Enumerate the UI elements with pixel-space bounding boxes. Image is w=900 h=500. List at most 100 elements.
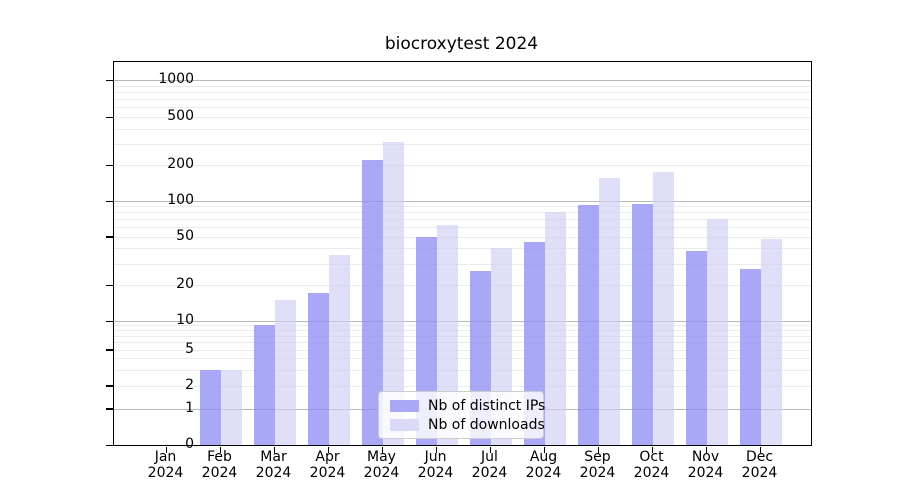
y-tick-label: 10 bbox=[176, 312, 194, 328]
y-tick-mark bbox=[106, 444, 113, 446]
x-tick-label-nov: Nov 2024 bbox=[676, 449, 736, 481]
minor-gridline bbox=[114, 206, 811, 208]
x-tick-year: 2024 bbox=[201, 465, 238, 481]
bar-distinct-ips-nov bbox=[685, 251, 707, 445]
x-tick-month: Aug bbox=[529, 449, 558, 465]
y-tick-mark bbox=[106, 408, 113, 410]
y-tick-label: 50 bbox=[176, 227, 194, 244]
x-tick-mark bbox=[435, 447, 438, 453]
legend-label-distinct-ips: Nb of distinct IPs bbox=[428, 397, 546, 414]
x-tick-month: May bbox=[367, 449, 396, 465]
minor-gridline bbox=[114, 91, 811, 93]
legend-swatch-downloads-icon bbox=[390, 418, 419, 431]
bar-downloads-apr bbox=[328, 255, 350, 445]
minor-gridline bbox=[114, 212, 811, 214]
minor-gridline bbox=[114, 285, 811, 286]
y-tick-label: 5 bbox=[185, 340, 194, 357]
x-tick-month: Mar bbox=[260, 449, 287, 465]
bar-downloads-sep bbox=[598, 178, 620, 445]
x-tick-year: 2024 bbox=[255, 465, 292, 481]
major-gridline bbox=[114, 321, 811, 322]
x-tick-mark bbox=[597, 447, 600, 453]
x-tick-mark bbox=[543, 447, 546, 453]
legend: Nb of distinct IPs Nb of downloads bbox=[378, 391, 545, 439]
y-tick-mark bbox=[106, 116, 113, 118]
plot-area bbox=[106, 61, 812, 453]
x-tick-month: Feb bbox=[207, 449, 232, 465]
x-tick-year: 2024 bbox=[417, 465, 454, 481]
x-tick-year: 2024 bbox=[525, 465, 562, 481]
minor-gridline bbox=[114, 99, 811, 101]
minor-gridline bbox=[114, 330, 811, 332]
legend-label-downloads: Nb of downloads bbox=[428, 416, 545, 433]
y-tick-mark bbox=[106, 385, 113, 387]
bar-downloads-feb bbox=[220, 369, 242, 445]
bar-downloads-mar bbox=[274, 299, 296, 445]
minor-gridline bbox=[114, 85, 811, 87]
x-tick-mark bbox=[651, 447, 654, 453]
x-tick-mark bbox=[705, 447, 708, 453]
legend-item-downloads: Nb of downloads bbox=[390, 417, 545, 433]
x-tick-month: Nov bbox=[691, 449, 720, 465]
minor-gridline bbox=[114, 385, 811, 387]
bar-downloads-nov bbox=[706, 219, 728, 445]
x-tick-mark bbox=[219, 447, 222, 453]
x-tick-label-jul: Jul 2024 bbox=[460, 449, 520, 481]
x-tick-label-aug: Aug 2024 bbox=[514, 449, 574, 481]
bar-distinct-ips-dec bbox=[739, 269, 761, 445]
x-tick-label-apr: Apr 2024 bbox=[298, 449, 358, 481]
bar-downloads-aug bbox=[544, 212, 566, 445]
x-tick-label-dec: Dec 2024 bbox=[730, 449, 790, 481]
minor-gridline bbox=[114, 248, 811, 250]
minor-gridline bbox=[114, 165, 811, 166]
minor-gridline bbox=[114, 227, 811, 229]
y-tick-mark bbox=[106, 349, 113, 351]
minor-gridline bbox=[114, 236, 811, 238]
y-tick-label: 500 bbox=[167, 108, 194, 124]
bar-distinct-ips-feb bbox=[199, 369, 221, 445]
y-tick-mark bbox=[106, 79, 113, 81]
x-tick-label-feb: Feb 2024 bbox=[190, 449, 250, 481]
x-tick-year: 2024 bbox=[579, 465, 616, 481]
y-tick-mark bbox=[106, 320, 113, 322]
x-tick-year: 2024 bbox=[471, 465, 508, 481]
x-tick-mark bbox=[759, 447, 762, 453]
minor-gridline bbox=[114, 358, 811, 360]
bar-distinct-ips-may bbox=[361, 160, 383, 445]
x-tick-month: Oct bbox=[639, 449, 664, 465]
legend-swatch-distinct-ips-icon bbox=[390, 399, 419, 412]
minor-gridline bbox=[114, 143, 811, 145]
y-tick-label: 200 bbox=[167, 156, 194, 172]
minor-gridline bbox=[114, 263, 811, 265]
x-tick-label-mar: Mar 2024 bbox=[244, 449, 304, 481]
x-tick-label-sep: Sep 2024 bbox=[568, 449, 628, 481]
chart-title: biocroxytest 2024 bbox=[384, 34, 539, 54]
x-tick-mark bbox=[489, 447, 492, 453]
y-tick-mark bbox=[106, 164, 113, 166]
x-tick-mark bbox=[165, 447, 168, 453]
x-tick-year: 2024 bbox=[363, 465, 400, 481]
minor-gridline bbox=[114, 128, 811, 130]
x-tick-label-jan: Jan 2024 bbox=[136, 449, 196, 481]
major-gridline bbox=[114, 201, 811, 202]
bar-downloads-jun bbox=[436, 224, 458, 445]
bar-downloads-may bbox=[382, 142, 404, 445]
y-tick-mark bbox=[106, 200, 113, 202]
x-tick-month: Dec bbox=[745, 449, 774, 465]
y-tick-mark bbox=[106, 284, 113, 286]
y-tick-label: 1000 bbox=[158, 71, 194, 87]
x-tick-mark bbox=[273, 447, 276, 453]
x-tick-year: 2024 bbox=[309, 465, 346, 481]
minor-gridline bbox=[114, 219, 811, 221]
x-tick-year: 2024 bbox=[147, 465, 184, 481]
x-tick-year: 2024 bbox=[687, 465, 724, 481]
bar-distinct-ips-mar bbox=[253, 325, 275, 445]
bar-distinct-ips-sep bbox=[577, 205, 599, 445]
bar-distinct-ips-oct bbox=[631, 203, 653, 445]
x-tick-year: 2024 bbox=[633, 465, 670, 481]
x-tick-year: 2024 bbox=[741, 465, 778, 481]
x-tick-month: Jun bbox=[424, 449, 447, 465]
minor-gridline bbox=[114, 117, 811, 118]
major-gridline bbox=[114, 80, 811, 81]
legend-item-distinct-ips: Nb of distinct IPs bbox=[390, 398, 545, 414]
